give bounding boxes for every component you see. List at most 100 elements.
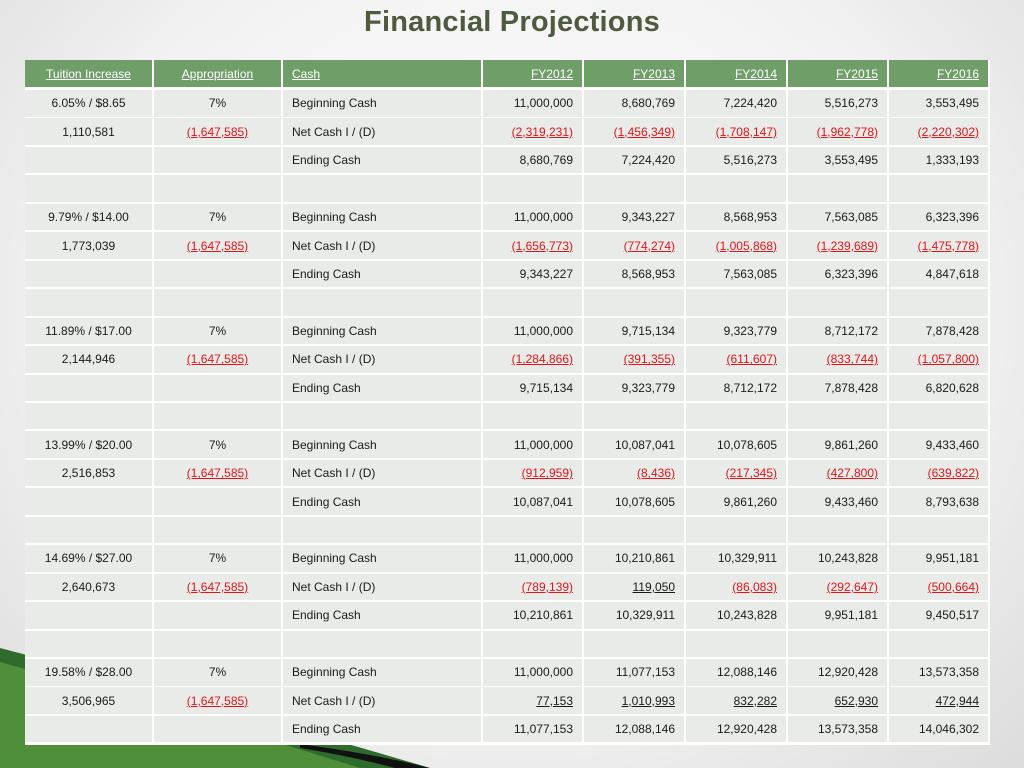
value-cell: 6,323,396 — [788, 260, 887, 288]
empty-cell — [25, 289, 152, 316]
value-cell: 12,088,146 — [686, 659, 786, 686]
appropriation-amount-cell: (1,647,585) — [154, 573, 281, 601]
value-cell: (611,607) — [686, 346, 786, 373]
empty-cell — [283, 289, 481, 316]
empty-cell — [686, 630, 786, 658]
empty-cell — [25, 374, 152, 401]
empty-cell — [483, 289, 582, 316]
value-cell: 9,861,260 — [788, 431, 887, 458]
empty-cell — [25, 516, 152, 544]
tuition-amount-cell: 2,640,673 — [25, 573, 152, 601]
value-cell: (1,239,689) — [788, 232, 887, 259]
value-cell: 10,210,861 — [584, 545, 684, 572]
empty-cell — [154, 175, 281, 202]
empty-cell — [483, 516, 582, 544]
empty-cell — [889, 402, 988, 430]
value-cell: 8,680,769 — [483, 146, 582, 174]
value-cell: 7,224,420 — [584, 146, 684, 174]
empty-cell — [483, 630, 582, 658]
empty-cell — [154, 289, 281, 316]
column-header: Cash — [283, 60, 481, 87]
value-cell: 1,010,993 — [584, 687, 684, 714]
value-cell: 9,951,181 — [788, 602, 887, 629]
value-cell: 7,878,428 — [889, 317, 988, 345]
value-cell: (292,647) — [788, 573, 887, 601]
row-label: Beginning Cash — [283, 431, 481, 458]
appropriation-amount-cell: (1,647,585) — [154, 232, 281, 259]
value-cell: 5,516,273 — [788, 90, 887, 117]
value-cell: 9,433,460 — [788, 488, 887, 515]
value-cell: 8,712,172 — [788, 317, 887, 345]
value-cell: 832,282 — [686, 687, 786, 714]
empty-cell — [25, 260, 152, 288]
value-cell: (774,274) — [584, 232, 684, 259]
empty-cell — [584, 289, 684, 316]
column-header: FY2015 — [788, 60, 887, 87]
tuition-amount-cell: 1,773,039 — [25, 232, 152, 259]
empty-cell — [25, 630, 152, 658]
row-label: Net Cash I / (D) — [283, 232, 481, 259]
empty-cell — [283, 175, 481, 202]
appropriation-cell: 7% — [154, 545, 281, 572]
value-cell: 77,153 — [483, 687, 582, 714]
value-cell: 9,323,779 — [686, 317, 786, 345]
empty-cell — [283, 516, 481, 544]
value-cell: (86,083) — [686, 573, 786, 601]
value-cell: (391,355) — [584, 346, 684, 373]
appropriation-amount-cell: (1,647,585) — [154, 346, 281, 373]
tuition-amount-cell: 2,516,853 — [25, 459, 152, 487]
empty-cell — [25, 146, 152, 174]
value-cell: (833,744) — [788, 346, 887, 373]
row-label: Net Cash I / (D) — [283, 346, 481, 373]
empty-cell — [25, 488, 152, 515]
value-cell: 10,243,828 — [788, 545, 887, 572]
empty-cell — [584, 175, 684, 202]
empty-cell — [154, 715, 281, 743]
value-cell: 6,323,396 — [889, 203, 988, 231]
value-cell: 10,078,605 — [584, 488, 684, 515]
value-cell: (2,319,231) — [483, 118, 582, 145]
empty-cell — [25, 715, 152, 743]
value-cell: 7,563,085 — [788, 203, 887, 231]
value-cell: 119,050 — [584, 573, 684, 601]
column-header: Appropriation — [154, 60, 281, 87]
swoosh-dark — [300, 744, 430, 768]
title: Financial Projections — [364, 6, 660, 38]
column-header: FY2012 — [483, 60, 582, 87]
value-cell: 11,000,000 — [483, 317, 582, 345]
row-label: Net Cash I / (D) — [283, 459, 481, 487]
value-cell: 3,553,495 — [788, 146, 887, 174]
value-cell: 10,087,041 — [584, 431, 684, 458]
empty-cell — [686, 516, 786, 544]
empty-cell — [154, 488, 281, 515]
value-cell: 10,329,911 — [686, 545, 786, 572]
column-header: FY2014 — [686, 60, 786, 87]
empty-cell — [154, 260, 281, 288]
empty-cell — [25, 602, 152, 629]
value-cell: (1,962,778) — [788, 118, 887, 145]
row-label: Beginning Cash — [283, 317, 481, 345]
value-cell: (500,664) — [889, 573, 988, 601]
value-cell: (1,708,147) — [686, 118, 786, 145]
empty-cell — [788, 630, 887, 658]
empty-cell — [283, 402, 481, 430]
value-cell: 9,715,134 — [584, 317, 684, 345]
value-cell: 4,847,618 — [889, 260, 988, 288]
empty-cell — [686, 175, 786, 202]
value-cell: (1,656,773) — [483, 232, 582, 259]
value-cell: (1,005,868) — [686, 232, 786, 259]
appropriation-cell: 7% — [154, 90, 281, 117]
value-cell: 5,516,273 — [686, 146, 786, 174]
column-header: FY2016 — [889, 60, 988, 87]
value-cell: 9,450,517 — [889, 602, 988, 629]
value-cell: 11,000,000 — [483, 431, 582, 458]
value-cell: 13,573,358 — [788, 715, 887, 743]
empty-cell — [154, 374, 281, 401]
empty-cell — [686, 289, 786, 316]
empty-cell — [788, 402, 887, 430]
value-cell: 3,553,495 — [889, 90, 988, 117]
row-label: Net Cash I / (D) — [283, 118, 481, 145]
value-cell: 12,088,146 — [584, 715, 684, 743]
row-label: Net Cash I / (D) — [283, 573, 481, 601]
column-header: Tuition Increase — [25, 60, 152, 87]
